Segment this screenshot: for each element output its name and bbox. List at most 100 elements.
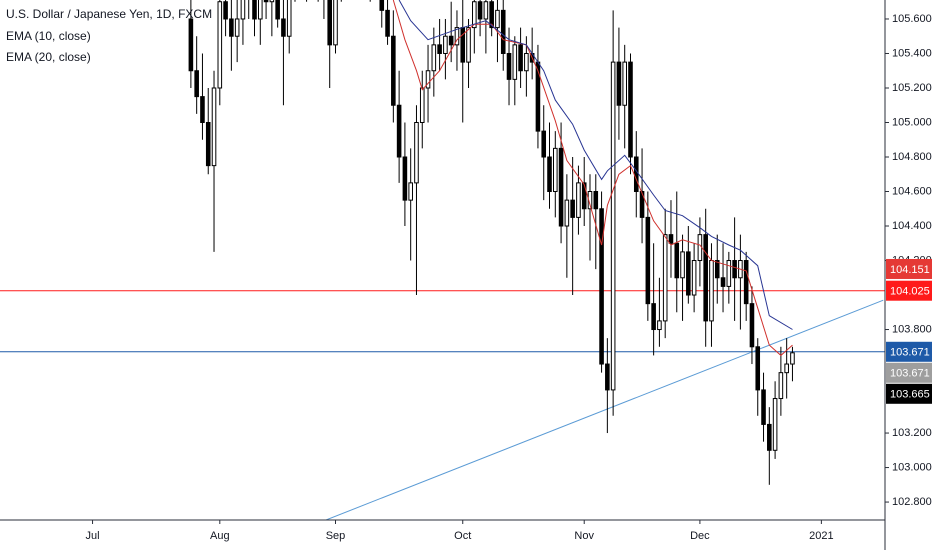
- candle-body: [414, 121, 419, 184]
- candle-body: [714, 260, 720, 279]
- y-tick-label: 105.600: [892, 13, 932, 25]
- candle-body: [275, 0, 280, 20]
- candle-body: [402, 156, 408, 201]
- price-tag: [886, 341, 932, 362]
- price-tag: [886, 280, 932, 301]
- y-tick-label: 105.400: [892, 47, 932, 59]
- candle-body: [732, 260, 737, 279]
- x-tick-label: Aug: [210, 530, 230, 542]
- candle-body: [281, 18, 286, 37]
- candle-body: [553, 147, 558, 193]
- candle-body: [576, 182, 581, 218]
- candle-body: [431, 44, 437, 72]
- candle-body: [454, 27, 460, 46]
- candle-body: [258, 0, 263, 20]
- candle-body: [657, 320, 662, 331]
- candle-body: [610, 61, 616, 391]
- candle-body: [385, 9, 390, 37]
- candle-body: [419, 87, 425, 123]
- candle-body: [234, 18, 240, 37]
- plot-area: [0, 0, 885, 520]
- candle-body: [743, 260, 749, 305]
- candle-body: [639, 191, 645, 218]
- candle-body: [512, 44, 518, 80]
- price-tag: [886, 258, 932, 279]
- price-tag: [886, 383, 932, 404]
- chart-title: U.S. Dollar / Japanese Yen, 1D, FXCM: [6, 7, 212, 21]
- candle-body: [622, 61, 627, 106]
- price-tag-label: 103.671: [890, 347, 930, 359]
- x-tick-label: Oct: [454, 530, 471, 542]
- x-tick-label: Jul: [86, 530, 100, 542]
- candle-body: [229, 18, 234, 37]
- candle-body: [437, 44, 442, 54]
- y-tick-label: 104.600: [892, 185, 932, 197]
- candle-body: [408, 182, 413, 201]
- y-tick-label: 103.800: [892, 323, 932, 335]
- candle-body: [448, 35, 454, 46]
- candle-body: [541, 130, 547, 158]
- candle-body: [391, 35, 396, 106]
- candle-body: [506, 52, 512, 80]
- candle-body: [581, 182, 587, 210]
- candle-body: [703, 234, 708, 322]
- candle-body: [755, 346, 761, 391]
- x-tick-label: 2021: [809, 530, 833, 542]
- candle-body: [772, 398, 778, 451]
- candle-body: [749, 303, 755, 348]
- candle-body: [558, 147, 564, 227]
- candle-body: [778, 372, 784, 400]
- candle-body: [500, 9, 506, 54]
- candle-body: [645, 216, 651, 305]
- candle-body: [668, 234, 674, 244]
- price-tag: [886, 362, 932, 383]
- candle-body: [217, 1, 223, 89]
- y-tick-label: 103.000: [892, 461, 932, 473]
- candle-body: [443, 35, 448, 54]
- candle-body: [252, 0, 257, 20]
- candle-body: [518, 44, 523, 72]
- trendline: [324, 299, 884, 520]
- y-tick-label: 103.200: [892, 427, 932, 439]
- candle-body: [489, 1, 494, 29]
- candle-body: [633, 156, 639, 193]
- candle-body: [269, 0, 275, 3]
- y-tick-label: 105.200: [892, 82, 932, 94]
- candle-body: [535, 61, 541, 132]
- candle-body: [616, 61, 622, 106]
- candle-body: [720, 277, 726, 287]
- candle-body: [396, 104, 402, 158]
- legend-entry: EMA (20, close): [6, 50, 91, 64]
- candle-body: [472, 1, 477, 29]
- legend: U.S. Dollar / Japanese Yen, 1D, FXCM EMA…: [6, 7, 212, 64]
- candle-body: [483, 1, 489, 20]
- price-tag-label: 103.665: [890, 389, 930, 401]
- y-tick-label: 104.400: [892, 220, 932, 232]
- candle-body: [425, 70, 431, 89]
- candle-body: [680, 251, 685, 279]
- candle-body: [286, 0, 292, 37]
- y-tick-label: 104.800: [892, 151, 932, 163]
- candle-body: [790, 352, 795, 365]
- candle-body: [477, 1, 483, 20]
- candle-body: [211, 87, 217, 167]
- ema-line: [398, 0, 793, 330]
- candle-body: [379, 0, 385, 11]
- candle-body: [605, 363, 610, 391]
- x-tick-label: Dec: [690, 530, 710, 542]
- candle-body: [200, 96, 205, 123]
- candle-body: [599, 208, 604, 365]
- candle-body: [188, 18, 194, 72]
- candle-body: [662, 234, 668, 322]
- candle-body: [564, 199, 570, 227]
- candle-body: [327, 0, 332, 46]
- y-tick-label: 102.800: [892, 496, 932, 508]
- price-tag-label: 104.151: [890, 264, 930, 276]
- legend-entry: EMA (10, close): [6, 29, 91, 43]
- candle-body: [547, 156, 552, 193]
- candle-body: [205, 121, 211, 167]
- candle-body: [674, 242, 680, 279]
- candle-body: [767, 423, 772, 451]
